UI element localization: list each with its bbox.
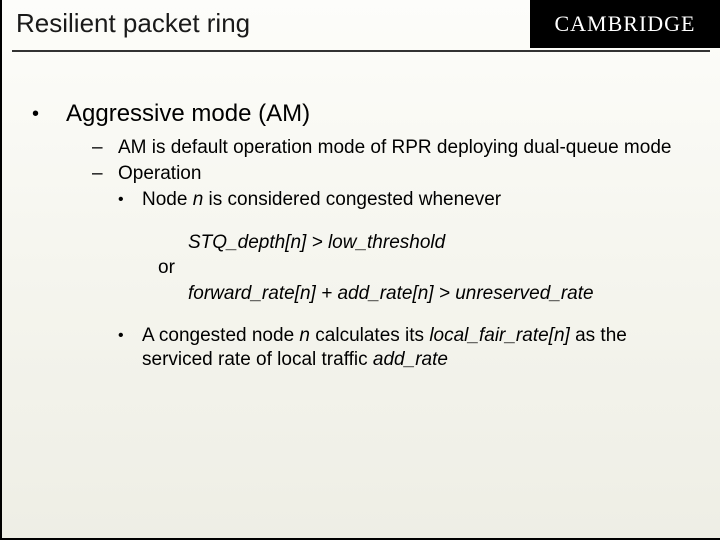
l3b-p2: calculates its (310, 325, 429, 346)
slide-header: Resilient packet ring CAMBRIDGE (2, 0, 720, 56)
condition-1: STQ_depth[n] > low_threshold (188, 230, 700, 256)
l3b-text: A congested node n calculates its local_… (142, 324, 700, 372)
cambridge-logo: CAMBRIDGE (530, 0, 720, 48)
condition-2: forward_rate[n] + add_rate[n] > unreserv… (188, 281, 700, 307)
condition-or: or (158, 255, 700, 281)
title-underline (12, 50, 710, 52)
l3a-suffix: is considered congested whenever (203, 189, 501, 210)
bullet-level-3: • A congested node n calculates its loca… (118, 324, 700, 372)
bullet-level-2: – AM is default operation mode of RPR de… (92, 136, 700, 160)
bullet-level-3: • Node n is considered congested wheneve… (118, 188, 700, 212)
l3a-var: n (193, 189, 204, 210)
bullet-dot-small: • (118, 188, 142, 212)
bullet-level-2: – Operation (92, 162, 700, 186)
bullet-dash: – (92, 162, 118, 186)
l1-text: Aggressive mode (AM) (66, 100, 310, 128)
slide-content: • Aggressive mode (AM) – AM is default o… (32, 100, 700, 374)
l3b-v2: local_fair_rate[n] (429, 325, 569, 346)
l3b-v3: add_rate (373, 349, 448, 370)
bullet-level-1: • Aggressive mode (AM) (32, 100, 700, 128)
slide-title: Resilient packet ring (16, 8, 250, 39)
bullet-dash: – (92, 136, 118, 160)
l2a-text: AM is default operation mode of RPR depl… (118, 136, 671, 160)
l2b-text: Operation (118, 162, 201, 186)
l3b-v1: n (299, 325, 310, 346)
condition-block: STQ_depth[n] > low_threshold or forward_… (188, 230, 700, 307)
bullet-dot-small: • (118, 324, 142, 372)
bullet-dot: • (32, 100, 66, 128)
l3a-prefix: Node (142, 189, 193, 210)
l3a-text: Node n is considered congested whenever (142, 188, 501, 212)
l3b-p1: A congested node (142, 325, 299, 346)
